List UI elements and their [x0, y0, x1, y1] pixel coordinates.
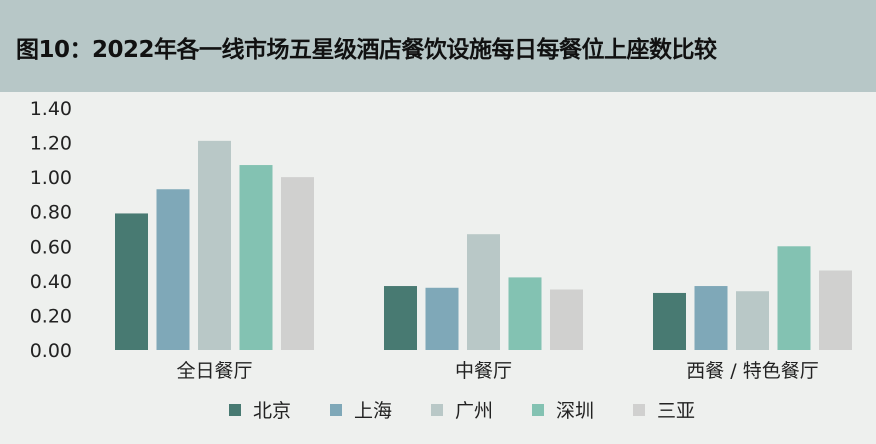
bar-chart: 0.00 0.20 0.40 0.60 0.80 1.00 1.20 1.40 全日餐厅 中餐厅 西… [30, 98, 852, 422]
legend-swatch-上海 [330, 404, 342, 416]
x-category-label: 全日餐厅 [176, 360, 252, 382]
chart-area: 0.00 0.20 0.40 0.60 0.80 1.00 1.20 1.40 全日餐厅 中餐厅 西… [0, 92, 876, 440]
y-tick-label: 0.00 [30, 340, 72, 362]
bar-上海-0 [156, 189, 190, 350]
bar-三亚-1 [550, 289, 583, 350]
legend-swatch-北京 [229, 404, 241, 416]
legend-label-广州: 广州 [455, 400, 493, 422]
legend-swatch-广州 [431, 404, 443, 416]
legend-label-北京: 北京 [253, 400, 291, 422]
bar-北京-0 [115, 213, 148, 350]
bar-深圳-0 [239, 165, 273, 350]
bar-广州-1 [467, 234, 500, 350]
legend-label-三亚: 三亚 [657, 400, 695, 422]
x-category-label: 西餐 / 特色餐厅 [686, 360, 818, 382]
bar-广州-0 [198, 140, 231, 350]
bar-北京-1 [384, 286, 417, 350]
y-tick-label: 1.40 [30, 98, 72, 120]
y-tick-label: 0.60 [30, 236, 72, 258]
y-tick-label: 0.40 [30, 271, 72, 293]
bar-广州-2 [736, 291, 769, 350]
bar-上海-1 [425, 287, 459, 350]
legend-swatch-三亚 [633, 404, 645, 416]
bar-三亚-2 [819, 270, 852, 350]
y-tick-label: 1.00 [30, 167, 72, 189]
bar-深圳-1 [508, 277, 542, 350]
legend-swatch-深圳 [532, 404, 544, 416]
title-bar: 图10：2022年各一线市场五星级酒店餐饮设施每日每餐位上座数比较 [0, 0, 876, 92]
legend-label-上海: 上海 [354, 400, 392, 422]
bar-三亚-0 [281, 177, 314, 350]
x-category-label: 中餐厅 [455, 360, 512, 382]
bar-北京-2 [653, 292, 686, 350]
bar-深圳-2 [777, 246, 811, 350]
chart-title: 图10：2022年各一线市场五星级酒店餐饮设施每日每餐位上座数比较 [16, 37, 717, 63]
bar-上海-2 [694, 286, 728, 350]
legend-label-深圳: 深圳 [556, 400, 594, 422]
y-tick-label: 0.20 [30, 305, 72, 327]
y-tick-label: 0.80 [30, 202, 72, 224]
y-tick-label: 1.20 [30, 133, 72, 155]
